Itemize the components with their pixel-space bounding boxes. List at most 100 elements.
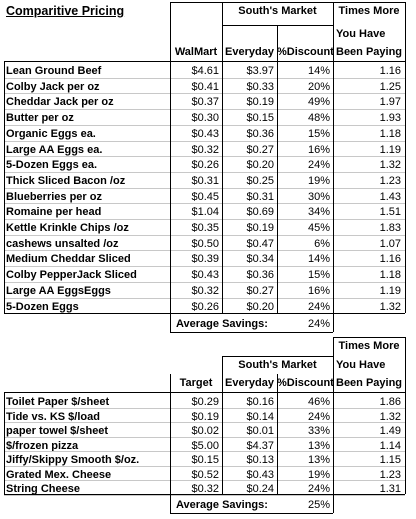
cell-store-price: $0.32	[191, 483, 219, 495]
cell-discount: 49%	[307, 96, 330, 109]
grid-line	[4, 61, 405, 62]
cell-times-more: 1.07	[379, 237, 401, 250]
cell-everyday-price: $0.20	[246, 159, 274, 172]
cell-store-price: $0.26	[191, 300, 219, 313]
table-row: Cheddar Jack per oz $0.37 $0.19 49% 1.97	[0, 93, 416, 111]
item-name: Thick Sliced Bacon /oz	[6, 174, 126, 187]
cell-store-price: $0.52	[191, 468, 219, 481]
cell-store-price: $0.43	[191, 127, 219, 140]
item-name: paper towel $/sheet	[6, 425, 109, 437]
row-separator	[4, 156, 405, 158]
item-name: Jiffy/Skippy Smooth $/oz.	[6, 454, 140, 466]
cell-discount: 13%	[307, 454, 330, 466]
sheet-title: Comparitive Pricing	[6, 4, 125, 18]
grid-line	[222, 356, 333, 357]
cell-everyday-price: $0.43	[246, 468, 274, 481]
cell-store-price: $0.29	[191, 396, 219, 408]
item-name: Medium Cheddar Sliced	[6, 253, 131, 266]
cell-discount: 24%	[307, 300, 330, 313]
times-more-line-3: Been Paying	[336, 46, 403, 58]
cell-discount: 46%	[307, 396, 330, 408]
table-row: String Cheese $0.32 $0.24 24% 1.31	[0, 480, 416, 498]
row-separator	[4, 77, 405, 79]
cell-store-price: $5.00	[191, 439, 219, 452]
cell-discount: 14%	[307, 65, 330, 77]
header-row-1: South's Market Times More	[0, 2, 416, 20]
table-row: Colby PepperJack Sliced $0.43 $0.36 15% 1.18	[0, 266, 416, 284]
header-row-2: You Have	[0, 25, 416, 43]
cell-everyday-price: $0.47	[246, 237, 274, 250]
grid-line	[170, 2, 171, 332]
cell-times-more: 1.51	[379, 206, 401, 219]
row-separator	[4, 297, 405, 299]
table-row: cashews unsalted /oz $0.50 $0.47 6% 1.07	[0, 235, 416, 253]
cell-times-more: 1.97	[379, 96, 401, 109]
table-row: 5-Dozen Eggs ea. $0.26 $0.20 24% 1.32	[0, 156, 416, 174]
cell-store-price: $0.15	[191, 454, 219, 466]
header-row-1: Times More	[0, 337, 416, 355]
cell-everyday-price: $0.19	[246, 96, 274, 109]
cell-times-more: 1.32	[379, 300, 401, 313]
cell-discount: 6%	[314, 237, 330, 250]
cell-discount: 24%	[307, 483, 330, 495]
cell-store-price: $0.41	[191, 80, 219, 93]
grid-line	[4, 61, 5, 313]
cell-store-price: $0.43	[191, 269, 219, 282]
cell-store-price: $0.30	[191, 112, 219, 125]
group-header: South's Market	[238, 359, 317, 371]
row-separator	[4, 494, 405, 496]
col-header-walmart: WalMart	[174, 46, 218, 58]
cell-store-price: $0.35	[191, 222, 219, 234]
row-separator	[4, 93, 405, 95]
average-value: 24%	[307, 318, 330, 330]
average-row: Average Savings: 24%	[0, 315, 416, 333]
cell-discount: 34%	[307, 206, 330, 219]
cell-store-price: $0.32	[191, 143, 219, 156]
cell-everyday-price: $0.34	[246, 253, 274, 266]
item-name: 5-Dozen Eggs ea.	[6, 159, 98, 172]
item-name: 5-Dozen Eggs	[6, 300, 79, 313]
item-name: Butter per oz	[6, 112, 74, 125]
cell-discount: 13%	[307, 439, 330, 452]
grid-line	[170, 332, 333, 333]
row-separator	[4, 480, 405, 481]
cell-store-price: $0.26	[191, 159, 219, 172]
cell-discount: 19%	[307, 468, 330, 481]
cell-discount: 45%	[307, 222, 330, 234]
table-row: Jiffy/Skippy Smooth $/oz. $0.15 $0.13 13% 1.…	[0, 451, 416, 469]
item-name: Tide vs. KS $/load	[6, 410, 100, 423]
cell-discount: 19%	[307, 174, 330, 187]
row-separator	[4, 187, 405, 189]
times-more-line-3: Been Paying	[336, 377, 403, 389]
grid-line	[277, 374, 278, 494]
grid-line	[333, 337, 334, 513]
table-row: Colby Jack per oz $0.41 $0.33 20% 1.25	[0, 78, 416, 96]
table-row: paper towel $/sheet $0.02 $0.01 33% 1.49	[0, 422, 416, 440]
table-row: Thick Sliced Bacon /oz $0.31 $0.25 19% 1.23	[0, 172, 416, 190]
times-more-line-1: Times More	[338, 5, 400, 17]
row-separator	[4, 140, 405, 142]
header-row-2: South's Market You Have	[0, 356, 416, 374]
row-separator	[4, 124, 405, 126]
item-name: String Cheese	[6, 483, 80, 495]
row-separator	[4, 203, 405, 205]
row-separator	[4, 465, 405, 467]
cell-discount: 30%	[307, 190, 330, 203]
times-more-line-2: You Have	[336, 28, 386, 40]
cell-discount: 15%	[307, 269, 330, 282]
cell-everyday-price: $0.31	[246, 190, 274, 203]
item-name: Organic Eggs ea.	[6, 127, 96, 140]
cell-times-more: 1.32	[379, 410, 401, 423]
cell-store-price: $0.50	[191, 237, 219, 250]
cell-times-more: 1.18	[379, 127, 401, 140]
cell-everyday-price: $0.24	[246, 483, 274, 495]
cell-times-more: 1.31	[379, 483, 401, 495]
cell-everyday-price: $0.27	[246, 284, 274, 297]
cell-store-price: $0.39	[191, 253, 219, 266]
item-name: Cheddar Jack per oz	[6, 96, 114, 109]
row-separator	[4, 171, 405, 173]
cell-everyday-price: $3.97	[246, 65, 274, 77]
cell-discount: 15%	[307, 127, 330, 140]
item-name: Grated Mex. Cheese	[6, 468, 112, 481]
